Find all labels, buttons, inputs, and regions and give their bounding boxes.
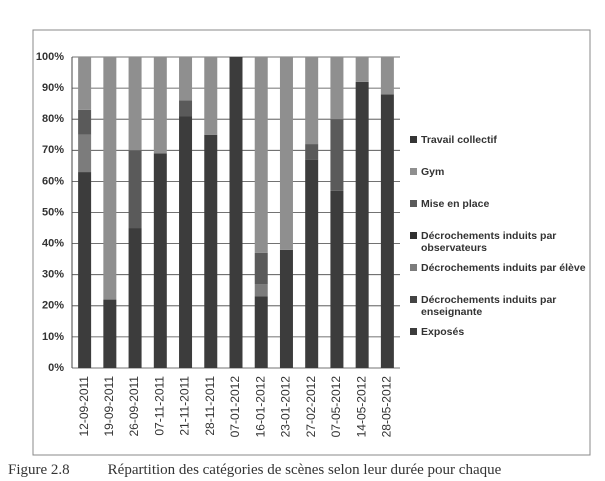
- bar-segment: [330, 119, 344, 191]
- caption-label: Figure 2.8: [8, 462, 70, 478]
- bar-segment: [254, 296, 268, 368]
- bar-segment: [103, 57, 117, 300]
- legend-item: Travail collectif: [410, 134, 590, 160]
- legend-item: Exposés: [410, 326, 590, 352]
- y-tick-label: 70%: [42, 144, 64, 156]
- x-tick-label: 21-11-2011: [178, 376, 192, 436]
- bar-segment: [153, 57, 167, 154]
- bar-segment: [305, 159, 319, 368]
- caption: Figure 2.8 Répartition des catégories de …: [8, 462, 539, 479]
- x-tick-label: 07-01-2012: [228, 376, 242, 438]
- bar-segment: [279, 249, 293, 368]
- legend-item: Décrochements induits par élève: [410, 262, 590, 288]
- y-tick-label: 60%: [42, 175, 64, 187]
- legend-item: Décrochements induits par observateurs: [410, 230, 590, 256]
- bar-segment: [305, 144, 319, 160]
- y-tick-label: 100%: [36, 51, 64, 63]
- legend-swatch: [410, 232, 417, 239]
- legend-label: Décrochements induits par élève: [421, 262, 586, 274]
- y-tick-label: 0%: [48, 362, 64, 374]
- bar-segment: [229, 57, 243, 368]
- bar-segment: [254, 284, 268, 297]
- y-tick-label: 80%: [42, 113, 64, 125]
- x-tick-label: 23-01-2012: [279, 376, 293, 438]
- bar-segment: [78, 109, 92, 135]
- legend-item: Gym: [410, 166, 590, 192]
- bar-segment: [380, 57, 394, 95]
- y-tick-label: 30%: [42, 269, 64, 281]
- bar-segment: [380, 94, 394, 368]
- bar-segment: [78, 172, 92, 368]
- bar-segment: [330, 57, 344, 120]
- bar-segment: [204, 57, 218, 135]
- bar-segment: [128, 57, 142, 151]
- bar-segment: [330, 190, 344, 368]
- bar-segment: [179, 116, 193, 368]
- legend: Travail collectif Gym Mise en place Décroch…: [410, 134, 590, 352]
- legend-label: Exposés: [421, 326, 465, 338]
- bar-segment: [305, 57, 319, 145]
- legend-label: Décrochements induits par enseignante: [421, 294, 557, 318]
- chart-frame: [32, 29, 591, 456]
- bar-segment: [179, 57, 193, 101]
- x-tick-label: 07-11-2011: [152, 376, 166, 436]
- x-tick-label: 19-09-2011: [102, 376, 116, 437]
- bar-segment: [78, 134, 92, 173]
- legend-swatch: [410, 168, 417, 175]
- caption-text: Répartition des catégories de scènes sel…: [107, 462, 502, 478]
- y-tick-label: 50%: [42, 206, 64, 218]
- legend-label: Gym: [421, 166, 445, 178]
- y-tick-label: 10%: [42, 331, 64, 343]
- bar-segment: [355, 57, 369, 82]
- x-tick-label: 12-09-2011: [77, 376, 91, 437]
- bar-segment: [78, 57, 92, 110]
- x-tick-label: 27-02-2012: [304, 376, 318, 438]
- legend-swatch: [410, 136, 417, 143]
- x-tick-label: 07-05-2012: [329, 376, 343, 438]
- legend-label: Mise en place: [421, 198, 490, 210]
- y-tick-label: 90%: [42, 82, 64, 94]
- legend-label: Travail collectif: [421, 134, 497, 146]
- legend-label: Décrochements induits par observateurs: [421, 230, 557, 254]
- bar-segment: [128, 150, 142, 229]
- bar-segment: [254, 57, 268, 253]
- x-tick-label: 14-05-2012: [354, 376, 368, 438]
- bar-segment: [128, 228, 142, 368]
- legend-swatch: [410, 264, 417, 271]
- bar-segment: [179, 100, 193, 117]
- y-tick-label: 20%: [42, 300, 64, 312]
- legend-swatch: [410, 296, 417, 303]
- bar-segment: [103, 299, 117, 368]
- bar-segment: [153, 153, 167, 368]
- bar-segment: [279, 57, 293, 250]
- x-tick-label: 28-11-2011: [203, 376, 217, 436]
- x-tick-label: 26-09-2011: [127, 376, 141, 437]
- legend-item: Mise en place: [410, 198, 590, 224]
- bar-segment: [355, 81, 369, 368]
- legend-swatch: [410, 200, 417, 207]
- x-tick-label: 16-01-2012: [253, 376, 267, 438]
- x-tick-label: 28-05-2012: [380, 376, 394, 438]
- bar-segment: [204, 134, 218, 368]
- legend-item: Décrochements induits par enseignante: [410, 294, 590, 320]
- legend-swatch: [410, 328, 417, 335]
- y-tick-label: 40%: [42, 238, 64, 250]
- bar-segment: [254, 252, 268, 285]
